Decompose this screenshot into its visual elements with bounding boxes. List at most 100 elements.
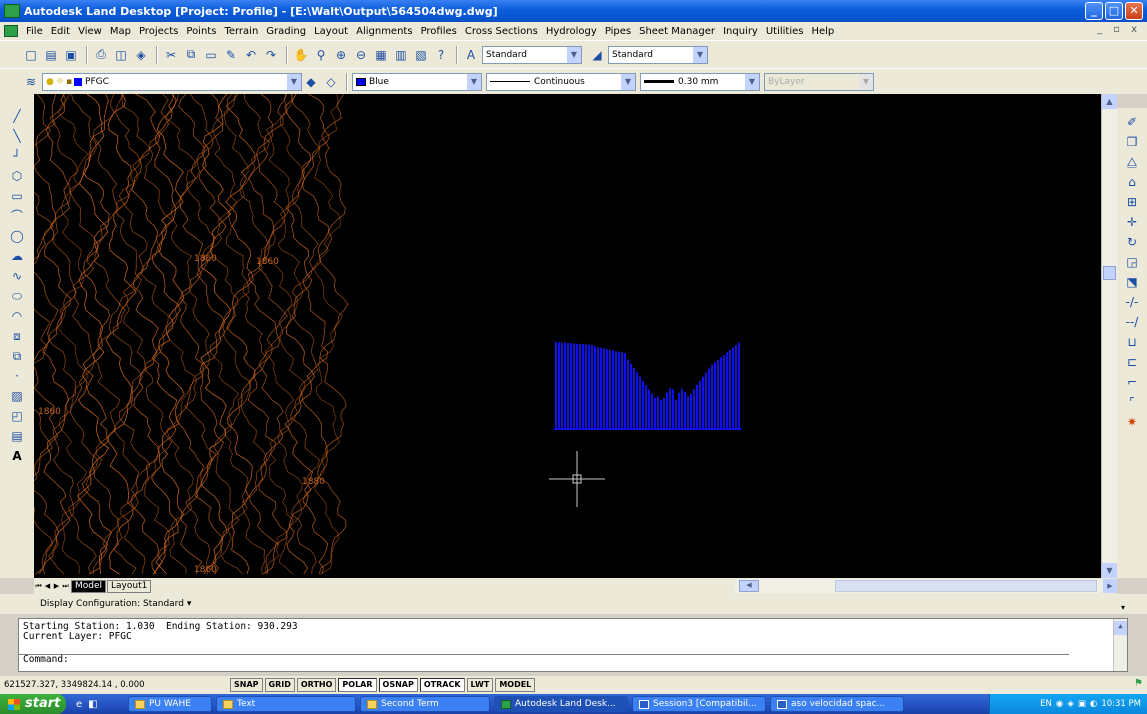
- table-icon[interactable]: ▤: [11, 429, 23, 443]
- menu-view[interactable]: View: [78, 25, 102, 37]
- spline-icon[interactable]: ∿: [11, 269, 23, 283]
- design-center-icon[interactable]: ▥: [395, 47, 407, 62]
- tab-layout1[interactable]: Layout1: [107, 579, 152, 593]
- menu-map[interactable]: Map: [109, 25, 131, 37]
- match-properties-icon[interactable]: ✎: [225, 47, 237, 62]
- display-config-value[interactable]: Standard: [142, 599, 184, 609]
- command-prompt[interactable]: Command:: [19, 654, 1069, 668]
- print-icon[interactable]: ⎙: [96, 47, 106, 61]
- break-icon[interactable]: ⊏: [1126, 355, 1138, 369]
- array-icon[interactable]: ⊞: [1126, 195, 1138, 209]
- revision-cloud-icon[interactable]: ☁: [11, 249, 23, 263]
- chevron-down-icon[interactable]: ▾: [186, 599, 192, 609]
- horizontal-scrollbar[interactable]: ◀ ▶: [735, 579, 1117, 593]
- scroll-left-icon[interactable]: ◀: [739, 580, 759, 592]
- zoom-realtime-icon[interactable]: ⚲: [316, 47, 326, 62]
- construction-line-icon[interactable]: ╲: [13, 129, 21, 143]
- task-item[interactable]: PU WAHE: [128, 696, 212, 712]
- ellipse-icon[interactable]: ⬭: [11, 289, 23, 303]
- task-item[interactable]: Text: [216, 696, 356, 712]
- menu-projects[interactable]: Projects: [138, 25, 179, 37]
- menu-alignments[interactable]: Alignments: [356, 25, 413, 37]
- ortho-toggle[interactable]: ORTHO: [296, 678, 337, 692]
- chevron-down-icon[interactable]: ▼: [467, 73, 481, 90]
- region-icon[interactable]: ◰: [11, 409, 23, 423]
- scroll-thumb[interactable]: [1103, 266, 1116, 280]
- network-icon[interactable]: ▣: [1077, 699, 1086, 709]
- menu-points[interactable]: Points: [186, 25, 217, 37]
- polyline-icon[interactable]: ┘: [13, 149, 21, 163]
- copy-icon[interactable]: ⧉: [186, 47, 196, 61]
- redo-icon[interactable]: ↷: [265, 47, 277, 62]
- text-style-select[interactable]: Standard ▼: [482, 45, 582, 64]
- stretch-icon[interactable]: ⬔: [1126, 275, 1138, 289]
- polygon-icon[interactable]: ⬡: [11, 169, 23, 183]
- mdi-controls[interactable]: _ ▫ x: [1096, 24, 1141, 35]
- drawing-canvas[interactable]: 1860 1860 1860 1880 1860: [34, 94, 1117, 578]
- menu-grading[interactable]: Grading: [266, 25, 307, 37]
- panel-menu-icon[interactable]: ▾: [1120, 603, 1125, 612]
- help-icon[interactable]: ?: [437, 47, 445, 62]
- ie-icon[interactable]: e: [76, 698, 83, 710]
- offset-icon[interactable]: ⌂: [1128, 175, 1136, 189]
- extend-icon[interactable]: --/: [1125, 315, 1139, 329]
- task-item[interactable]: Autodesk Land Desk...: [494, 696, 628, 712]
- line-icon[interactable]: ╱: [13, 109, 21, 123]
- scroll-up-icon[interactable]: ▲: [1102, 94, 1117, 109]
- menu-profiles[interactable]: Profiles: [420, 25, 457, 37]
- layer-previous-icon[interactable]: ◇: [326, 74, 336, 89]
- cut-icon[interactable]: ✂: [165, 47, 177, 62]
- color-select[interactable]: Blue ▼: [352, 72, 482, 91]
- desktop-icon[interactable]: ◧: [88, 698, 98, 710]
- minimize-button[interactable]: _: [1085, 2, 1103, 20]
- preview-icon[interactable]: ◫: [115, 47, 127, 62]
- chevron-down-icon[interactable]: ▼: [567, 46, 581, 63]
- zoom-window-icon[interactable]: ⊕: [335, 47, 347, 62]
- zoom-previous-icon[interactable]: ⊖: [355, 47, 367, 62]
- move-icon[interactable]: ✛: [1126, 215, 1138, 229]
- mirror-icon[interactable]: ⧋: [1126, 155, 1138, 169]
- fillet-icon[interactable]: ⌜: [1129, 395, 1135, 409]
- language-indicator[interactable]: EN: [1040, 699, 1052, 709]
- lineweight-select[interactable]: 0.30 mm ▼: [640, 72, 760, 91]
- ellipse-arc-icon[interactable]: ◠: [11, 309, 23, 323]
- menu-pipes[interactable]: Pipes: [604, 25, 632, 37]
- break-at-point-icon[interactable]: ⊔: [1127, 335, 1137, 349]
- circle-icon[interactable]: ◯: [10, 229, 24, 243]
- tray-app-icon[interactable]: ◈: [1067, 699, 1074, 709]
- new-icon[interactable]: □: [25, 47, 37, 62]
- coordinate-display[interactable]: 621527.327, 3349824.14 , 0.000: [4, 680, 145, 690]
- copy-object-icon[interactable]: ❐: [1126, 135, 1138, 149]
- save-icon[interactable]: ▣: [65, 47, 77, 62]
- prev-tab-icon[interactable]: ◀: [44, 582, 51, 590]
- chevron-down-icon[interactable]: ▼: [287, 73, 301, 90]
- tool-palettes-icon[interactable]: ▧: [415, 47, 427, 62]
- menu-layout[interactable]: Layout: [314, 25, 349, 37]
- next-tab-icon[interactable]: ▶: [53, 582, 60, 590]
- menu-terrain[interactable]: Terrain: [224, 25, 259, 37]
- point-icon[interactable]: ·: [15, 369, 19, 383]
- dim-style-select[interactable]: Standard ▼: [608, 45, 708, 64]
- task-item[interactable]: aso velocidad spac...: [770, 696, 904, 712]
- layer-select[interactable]: ● ☼ ▪ PFGC ▼: [42, 72, 302, 91]
- erase-icon[interactable]: ✐: [1126, 115, 1138, 129]
- volume-icon[interactable]: ◐: [1089, 699, 1098, 709]
- scroll-down-icon[interactable]: ▼: [1102, 563, 1117, 578]
- command-scrollbar[interactable]: ▲: [1113, 619, 1127, 671]
- close-button[interactable]: ✕: [1125, 2, 1143, 20]
- task-item[interactable]: Session3 [Compatibil...: [632, 696, 766, 712]
- scroll-up-icon[interactable]: ▲: [1114, 621, 1127, 635]
- menu-edit[interactable]: Edit: [50, 25, 71, 37]
- chevron-down-icon[interactable]: ▼: [693, 46, 707, 63]
- hatch-icon[interactable]: ▨: [11, 389, 23, 403]
- make-layer-current-icon[interactable]: ◆: [306, 74, 316, 89]
- tray-app-icon[interactable]: ◉: [1055, 699, 1064, 709]
- app-icon[interactable]: [4, 4, 20, 18]
- layer-manager-icon[interactable]: ≋: [25, 74, 37, 89]
- explode-icon[interactable]: ✷: [1126, 415, 1138, 429]
- insert-block-icon[interactable]: ⧈: [13, 329, 21, 343]
- model-toggle[interactable]: MODEL: [495, 678, 536, 692]
- last-tab-icon[interactable]: ⏭: [62, 582, 69, 590]
- menu-cross-sections[interactable]: Cross Sections: [464, 25, 538, 37]
- properties-icon[interactable]: ▦: [375, 47, 387, 62]
